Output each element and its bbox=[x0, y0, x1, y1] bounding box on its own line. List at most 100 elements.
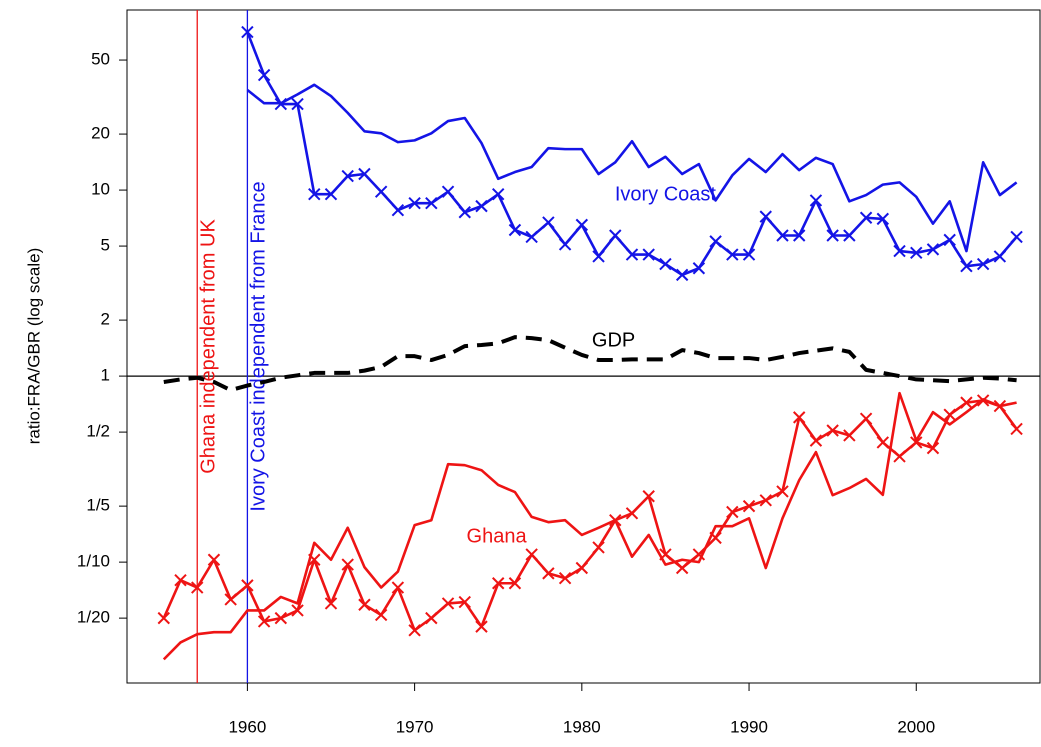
x-marker bbox=[358, 598, 371, 611]
x-marker bbox=[592, 250, 605, 263]
x-marker bbox=[809, 434, 823, 447]
x-marker bbox=[492, 577, 505, 590]
x-marker bbox=[174, 573, 187, 587]
x-marker bbox=[793, 229, 806, 242]
x-marker bbox=[291, 97, 304, 111]
x-marker bbox=[425, 196, 438, 210]
x-marker bbox=[659, 257, 672, 271]
x-marker bbox=[374, 185, 388, 198]
x-marker bbox=[324, 188, 338, 201]
x-marker bbox=[943, 233, 956, 247]
x-marker bbox=[926, 441, 940, 455]
x-marker bbox=[759, 494, 772, 507]
y-tick-label: 20 bbox=[91, 124, 110, 143]
x-marker bbox=[826, 424, 839, 437]
annotation: GDP bbox=[592, 330, 635, 352]
x-marker bbox=[308, 188, 321, 201]
x-marker bbox=[742, 248, 756, 261]
x-marker bbox=[742, 499, 756, 513]
x-marker bbox=[675, 561, 689, 575]
x-marker bbox=[893, 450, 906, 463]
x-tick-label: 1990 bbox=[730, 717, 768, 736]
series-line bbox=[162, 391, 1017, 661]
x-marker bbox=[675, 268, 689, 282]
x-marker bbox=[726, 505, 739, 519]
annotation: Ivory Coast bbox=[615, 183, 717, 205]
x-marker bbox=[876, 212, 890, 226]
x-marker bbox=[809, 194, 823, 207]
x-marker bbox=[575, 218, 589, 232]
x-marker bbox=[408, 624, 421, 637]
x-marker bbox=[492, 188, 505, 201]
x-marker bbox=[341, 558, 354, 571]
y-tick-label: 1/10 bbox=[77, 552, 110, 571]
x-marker bbox=[525, 230, 538, 244]
annotation: Ghana bbox=[467, 526, 528, 548]
x-marker bbox=[943, 408, 956, 421]
x-marker bbox=[960, 396, 973, 409]
x-marker bbox=[893, 244, 906, 258]
x-marker bbox=[759, 210, 772, 223]
x-marker bbox=[859, 211, 873, 224]
x-marker bbox=[241, 579, 254, 592]
plot-box bbox=[126, 9, 1041, 684]
y-tick-label: 1/5 bbox=[86, 496, 110, 515]
x-marker bbox=[558, 571, 572, 585]
x-marker bbox=[257, 615, 271, 628]
x-marker bbox=[976, 257, 990, 271]
x-marker bbox=[224, 593, 237, 606]
x-marker bbox=[425, 611, 438, 625]
x-marker bbox=[391, 581, 405, 594]
x-marker bbox=[592, 541, 605, 554]
x-marker bbox=[910, 436, 923, 449]
x-marker bbox=[726, 248, 739, 261]
x-tick-label: 1960 bbox=[228, 717, 266, 736]
x-marker bbox=[692, 548, 706, 561]
x-marker bbox=[859, 412, 873, 425]
x-marker bbox=[374, 608, 388, 622]
x-marker bbox=[910, 246, 923, 260]
x-marker bbox=[441, 185, 455, 198]
series-line bbox=[163, 335, 1017, 393]
x-marker bbox=[926, 243, 940, 256]
x-marker bbox=[625, 248, 639, 261]
x-marker bbox=[458, 595, 471, 609]
x-marker bbox=[525, 548, 538, 561]
x-tick-label: 1980 bbox=[563, 717, 601, 736]
x-marker bbox=[324, 597, 338, 610]
x-marker bbox=[241, 25, 254, 39]
x-marker bbox=[441, 597, 455, 610]
x-marker bbox=[843, 229, 856, 242]
x-marker bbox=[475, 199, 488, 213]
y-tick-label: 50 bbox=[91, 50, 110, 69]
x-marker bbox=[993, 250, 1007, 263]
x-tick-label: 1970 bbox=[396, 717, 434, 736]
x-marker bbox=[575, 561, 589, 575]
series-line bbox=[246, 31, 1018, 277]
x-marker bbox=[625, 507, 639, 520]
x-marker bbox=[274, 611, 288, 625]
x-marker bbox=[341, 169, 354, 183]
x-marker bbox=[609, 229, 622, 242]
x-marker bbox=[843, 429, 856, 442]
x-marker bbox=[207, 553, 221, 566]
x-marker bbox=[826, 229, 839, 242]
x-marker bbox=[257, 68, 271, 82]
x-marker bbox=[191, 581, 204, 594]
x-marker bbox=[458, 206, 471, 219]
x-marker bbox=[508, 223, 522, 237]
x-tick-label: 2000 bbox=[897, 717, 935, 736]
y-tick-label: 5 bbox=[101, 236, 110, 255]
x-marker bbox=[157, 611, 170, 625]
x-marker bbox=[508, 577, 522, 590]
x-marker bbox=[542, 216, 555, 229]
x-marker bbox=[776, 229, 789, 242]
vertical-line-label: Ivory Coast independent from France bbox=[248, 181, 270, 511]
x-marker bbox=[542, 567, 555, 580]
x-marker bbox=[358, 167, 371, 181]
x-marker bbox=[776, 485, 789, 498]
y-tick-label: 1/2 bbox=[86, 422, 110, 441]
x-marker bbox=[558, 238, 572, 251]
series-line bbox=[246, 83, 1018, 253]
y-tick-label: 1/20 bbox=[77, 608, 110, 627]
